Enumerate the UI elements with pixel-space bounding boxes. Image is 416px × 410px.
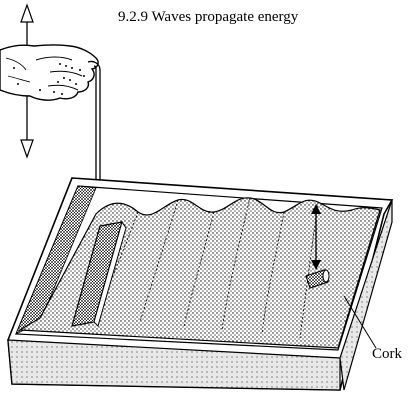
paddle — [71, 220, 127, 327]
cork-label: Cork — [372, 346, 402, 362]
cork — [305, 269, 330, 289]
cork-motion-arrow — [311, 204, 321, 270]
hand-illustration — [0, 44, 99, 101]
cork-leader-line — [343, 295, 377, 349]
figure-title: 9.2.9 Waves propagate energy — [118, 9, 299, 25]
paddle-rod — [87, 60, 101, 232]
